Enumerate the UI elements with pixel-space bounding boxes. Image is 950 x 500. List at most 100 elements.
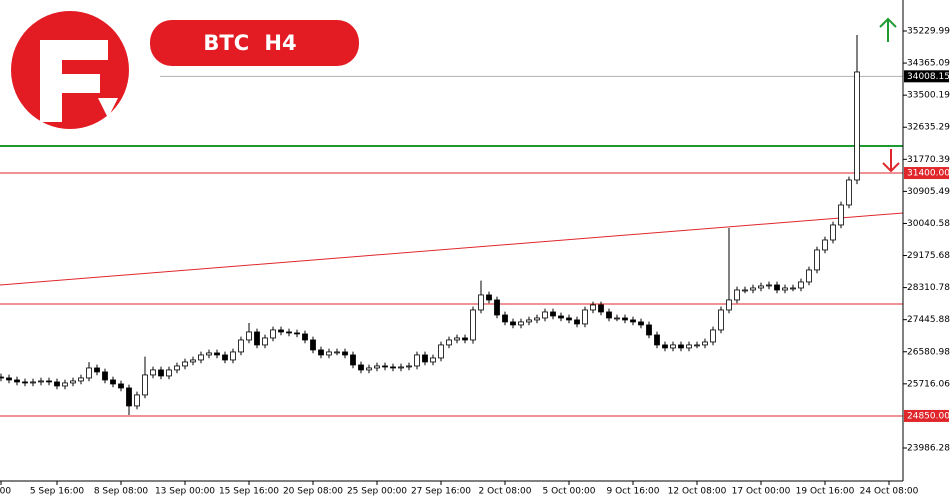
price-label: 24850.00 bbox=[907, 411, 950, 421]
candle-body bbox=[46, 380, 52, 383]
candle-body bbox=[294, 332, 300, 335]
candle-body bbox=[350, 354, 356, 366]
price-label-bg bbox=[904, 70, 949, 83]
candle-body bbox=[174, 365, 180, 371]
candle-body bbox=[622, 317, 628, 321]
candle-body bbox=[550, 311, 556, 317]
x-tick-label: 5 Sep 16:00 bbox=[30, 487, 85, 497]
candle-body bbox=[694, 344, 700, 347]
y-tick-label: 31770.39 bbox=[907, 155, 950, 165]
plot-area bbox=[0, 35, 904, 417]
candle-body bbox=[14, 379, 20, 383]
price-label-bg bbox=[904, 409, 949, 422]
candle-body bbox=[6, 377, 12, 381]
candle-body bbox=[750, 287, 756, 291]
x-tick-label: 9 Oct 16:00 bbox=[607, 487, 660, 497]
candle-body bbox=[302, 333, 308, 341]
candle-body bbox=[526, 319, 532, 323]
chart-title: BTC H4 bbox=[203, 31, 296, 55]
candle-body bbox=[806, 269, 812, 283]
candle-body bbox=[126, 387, 132, 407]
candle-body bbox=[646, 324, 652, 336]
x-tick-label: 12 Oct 08:00 bbox=[668, 487, 727, 497]
y-tick-label: 34365.09 bbox=[907, 59, 950, 69]
candle-body bbox=[214, 352, 220, 356]
candle-body bbox=[478, 294, 484, 311]
candle-body bbox=[30, 381, 36, 384]
candle-body bbox=[238, 339, 244, 353]
candle-body bbox=[430, 357, 436, 363]
candle-body bbox=[262, 337, 268, 346]
candle-body bbox=[854, 71, 860, 181]
price-label-bg bbox=[904, 167, 949, 180]
candle-body bbox=[142, 374, 148, 396]
candle-body bbox=[502, 314, 508, 323]
y-tick-label: 35229.99 bbox=[907, 27, 950, 37]
candle-body bbox=[382, 365, 388, 368]
x-tick-label: 15 Sep 16:00 bbox=[219, 487, 279, 497]
logo-letter bbox=[40, 40, 108, 122]
candle-body bbox=[318, 349, 324, 356]
candle-body bbox=[22, 381, 28, 384]
candle-body bbox=[790, 287, 796, 290]
candle-body bbox=[254, 331, 260, 346]
candle-body bbox=[662, 344, 668, 349]
candle-body bbox=[438, 344, 444, 359]
candle-body bbox=[510, 321, 516, 326]
title-pill bbox=[150, 20, 359, 66]
candle-body bbox=[118, 383, 124, 389]
candle-body bbox=[774, 284, 780, 291]
x-tick-label: 8 Sep 08:00 bbox=[94, 487, 149, 497]
candle-body bbox=[534, 317, 540, 321]
logo-notch bbox=[98, 98, 118, 118]
candle-body bbox=[230, 351, 236, 361]
candle-body bbox=[846, 179, 852, 206]
arrow-head bbox=[879, 17, 897, 28]
candle-body bbox=[654, 334, 660, 346]
candle-body bbox=[470, 309, 476, 341]
candle-body bbox=[406, 365, 412, 368]
y-tick-label: 32635.29 bbox=[907, 123, 950, 133]
price-label: 31400.00 bbox=[907, 169, 950, 179]
candle-body bbox=[798, 281, 804, 289]
y-tick-label: 23986.28 bbox=[907, 443, 950, 453]
x-tick-label: 0:00 bbox=[0, 487, 11, 497]
candle-body bbox=[366, 367, 372, 371]
x-tick-label: 13 Sep 00:00 bbox=[155, 487, 215, 497]
candle-body bbox=[678, 344, 684, 349]
candle-body bbox=[54, 381, 60, 387]
y-tick-label: 26580.98 bbox=[907, 347, 950, 357]
candle-body bbox=[134, 394, 140, 407]
candle-body bbox=[190, 359, 196, 363]
candle-body bbox=[742, 289, 748, 292]
candle-body bbox=[390, 366, 396, 369]
candle-body bbox=[166, 369, 172, 377]
y-tick-label: 33500.19 bbox=[907, 91, 950, 101]
candle-body bbox=[574, 319, 580, 325]
y-tick-label: 30040.58 bbox=[907, 219, 950, 229]
candle-body bbox=[342, 351, 348, 356]
candle-body bbox=[734, 289, 740, 301]
candle-body bbox=[822, 239, 828, 251]
candle-body bbox=[158, 369, 164, 377]
candle-body bbox=[558, 315, 564, 319]
candle-body bbox=[0, 376, 4, 379]
candle-body bbox=[102, 371, 108, 381]
candle-body bbox=[422, 354, 428, 363]
candle-body bbox=[766, 284, 772, 287]
candle-body bbox=[638, 321, 644, 326]
candle-body bbox=[486, 294, 492, 301]
price-label: 34008.15 bbox=[907, 72, 950, 82]
y-tick-label: 30905.49 bbox=[907, 187, 950, 197]
x-tick-label: 27 Sep 16:00 bbox=[411, 487, 471, 497]
candle-body bbox=[718, 309, 724, 331]
candle-body bbox=[566, 317, 572, 321]
candle-body bbox=[726, 299, 732, 311]
candle-body bbox=[462, 337, 468, 341]
candle-body bbox=[182, 361, 188, 367]
candle-body bbox=[398, 366, 404, 369]
candle-body bbox=[838, 204, 844, 226]
y-tick-label: 27445.88 bbox=[907, 315, 950, 325]
candle-body bbox=[710, 329, 716, 343]
arrow-down bbox=[882, 149, 900, 173]
